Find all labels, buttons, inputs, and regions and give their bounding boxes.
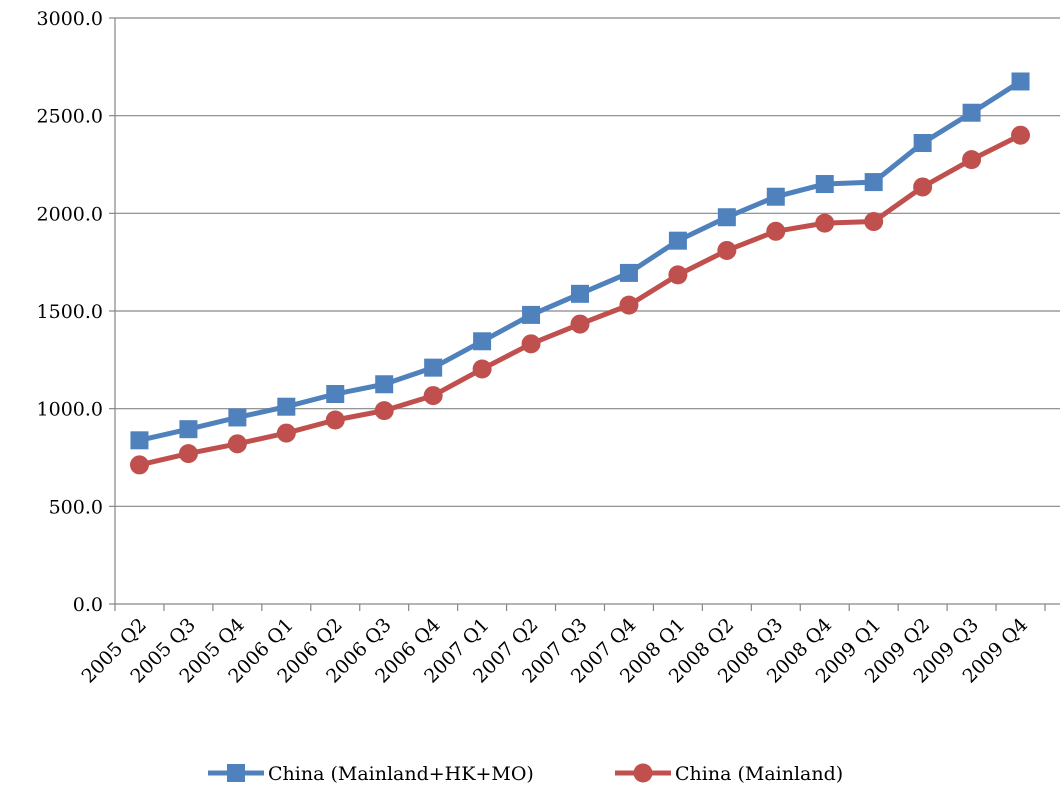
legend-item-2: China (Mainland) — [615, 763, 843, 785]
legend-swatch-marker — [633, 763, 653, 783]
y-tick-label: 0.0 — [73, 594, 103, 616]
data-point — [130, 431, 149, 450]
data-point — [522, 305, 541, 324]
series-line-1 — [138, 79, 1022, 443]
data-point — [717, 208, 736, 227]
data-point — [227, 434, 247, 454]
data-point — [619, 295, 639, 315]
data-point — [423, 386, 443, 406]
legend-swatch-marker — [227, 764, 245, 782]
data-point — [1011, 72, 1030, 91]
axes — [109, 17, 1060, 611]
data-point — [815, 213, 835, 233]
legend: China (Mainland+HK+MO) China (Mainland) — [208, 763, 843, 785]
data-point — [668, 231, 687, 250]
data-point — [962, 103, 981, 122]
data-point — [913, 177, 933, 197]
data-point — [962, 150, 982, 170]
data-point — [1011, 125, 1031, 145]
legend-label: China (Mainland) — [675, 763, 843, 785]
data-point — [766, 221, 786, 241]
data-point — [619, 263, 638, 282]
data-point — [472, 359, 492, 379]
data-point — [325, 410, 345, 430]
y-tick-label: 500.0 — [49, 496, 103, 518]
legend-item-1: China (Mainland+HK+MO) — [208, 763, 534, 785]
data-point — [326, 385, 345, 404]
data-point — [571, 284, 589, 303]
data-point — [277, 397, 296, 416]
y-tick-label: 3000.0 — [37, 8, 103, 30]
data-point — [521, 334, 541, 354]
data-point — [668, 265, 688, 285]
legend-label: China (Mainland+HK+MO) — [268, 763, 534, 785]
data-point — [864, 173, 883, 192]
series-group — [129, 72, 1031, 475]
data-point — [815, 175, 834, 194]
y-axis-tick-labels: 0.0 500.0 1000.0 1500.0 2000.0 2500.0 3000.0 — [37, 8, 103, 616]
data-point — [717, 240, 737, 260]
data-point — [178, 444, 198, 464]
data-point — [913, 134, 932, 153]
data-point — [179, 420, 198, 439]
data-point — [570, 314, 590, 334]
data-point — [424, 358, 443, 377]
data-point — [276, 423, 296, 443]
data-point — [375, 375, 394, 394]
gridlines — [115, 17, 1060, 507]
y-tick-label: 1000.0 — [37, 399, 103, 421]
data-point — [473, 332, 492, 351]
data-point — [864, 212, 884, 232]
y-tick-label: 1500.0 — [37, 301, 103, 323]
data-point — [129, 455, 149, 475]
data-point — [766, 187, 785, 206]
y-tick-label: 2500.0 — [37, 106, 103, 128]
y-tick-label: 2000.0 — [37, 203, 103, 225]
data-point — [374, 401, 394, 421]
data-point — [228, 408, 247, 427]
